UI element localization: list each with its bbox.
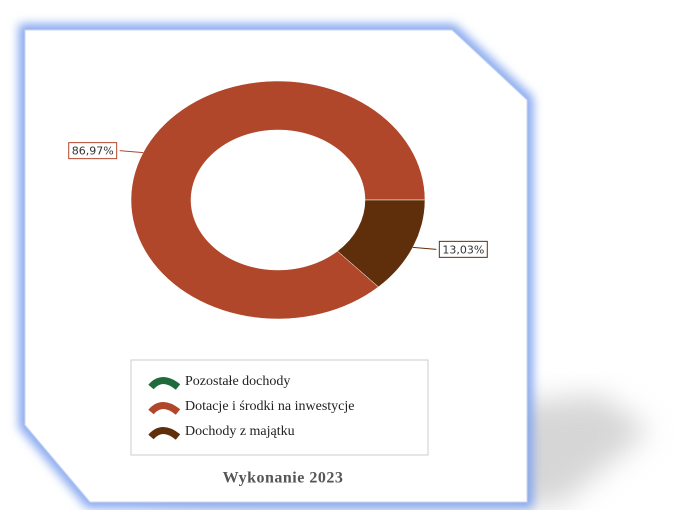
legend-box — [130, 359, 429, 456]
legend-label: Dotacje i środki na inwestycje — [185, 399, 355, 414]
chart-title: Wykonanie 2023 — [223, 470, 344, 487]
data-label: 13,03% — [442, 243, 484, 256]
data-label-box — [68, 142, 118, 160]
leader-line — [119, 150, 144, 154]
data-label: 86,97% — [72, 145, 114, 158]
donut-slice — [130, 80, 426, 320]
legend-swatch — [148, 402, 181, 415]
legend-label: Dochody z majątku — [185, 424, 295, 439]
legend-label: Pozostałe dochody — [185, 374, 290, 389]
legend-swatch — [148, 427, 181, 440]
data-label-box — [438, 240, 488, 258]
donut-slice — [337, 199, 426, 288]
leader-line — [412, 246, 437, 250]
legend-swatch — [148, 377, 181, 390]
